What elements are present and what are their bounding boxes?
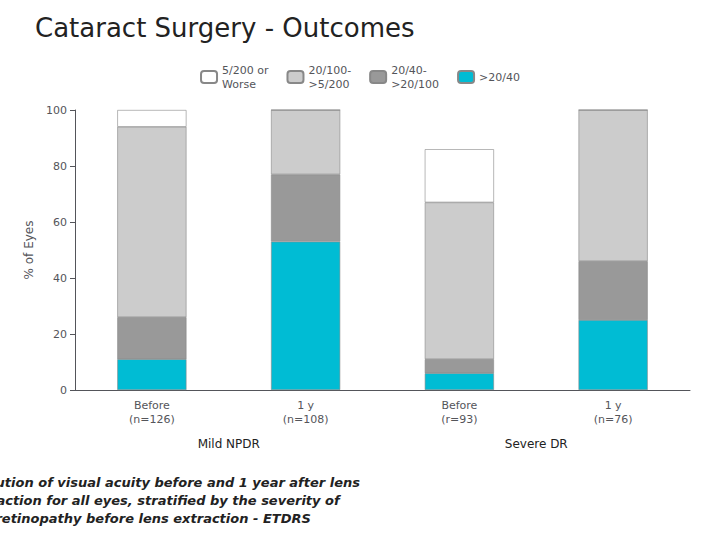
svg-text:1 y: 1 y bbox=[605, 399, 622, 412]
svg-text:20: 20 bbox=[53, 328, 67, 341]
svg-text:40: 40 bbox=[53, 272, 67, 285]
svg-text:retinopathy before lens extrac: retinopathy before lens extraction - ETD… bbox=[0, 511, 311, 526]
svg-text:extraction for all eyes, strat: extraction for all eyes, stratified by t… bbox=[0, 493, 342, 508]
svg-text:100: 100 bbox=[46, 104, 67, 117]
svg-text:Mild NPDR: Mild NPDR bbox=[198, 437, 260, 451]
svg-text:5/200 or: 5/200 or bbox=[222, 64, 269, 77]
svg-text:>5/200: >5/200 bbox=[308, 78, 349, 91]
svg-text:Before: Before bbox=[134, 399, 170, 412]
svg-text:Distribution of visual acuity: Distribution of visual acuity before and… bbox=[0, 475, 360, 490]
svg-text:Worse: Worse bbox=[222, 78, 256, 91]
svg-text:% of Eyes: % of Eyes bbox=[22, 221, 36, 280]
svg-text:1 y: 1 y bbox=[297, 399, 314, 412]
svg-text:20/40-: 20/40- bbox=[391, 64, 427, 77]
svg-text:Severe DR: Severe DR bbox=[505, 437, 568, 451]
svg-text:(n=126): (n=126) bbox=[129, 413, 175, 426]
svg-text:(n=108): (n=108) bbox=[283, 413, 329, 426]
svg-text:60: 60 bbox=[53, 216, 67, 229]
svg-text:Before: Before bbox=[441, 399, 477, 412]
svg-text:>20/100: >20/100 bbox=[391, 78, 439, 91]
svg-text:0: 0 bbox=[60, 384, 67, 397]
svg-text:Cataract Surgery - Outcomes: Cataract Surgery - Outcomes bbox=[35, 13, 415, 43]
svg-text:(n=76): (n=76) bbox=[594, 413, 633, 426]
svg-text:80: 80 bbox=[53, 160, 67, 173]
svg-text:>20/40: >20/40 bbox=[479, 71, 520, 84]
svg-text:20/100-: 20/100- bbox=[308, 64, 351, 77]
svg-text:(r=93): (r=93) bbox=[441, 413, 477, 426]
